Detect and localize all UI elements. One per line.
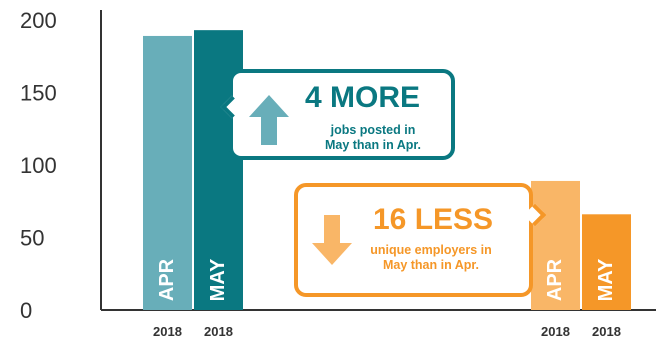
arrow-up-icon [249, 95, 289, 145]
y-tick-label: 50 [20, 226, 44, 251]
bar-month-label: MAY [595, 258, 617, 301]
x-tick-label: 2018 [592, 324, 621, 339]
x-tick-label: 2018 [541, 324, 570, 339]
bar-month-label: APR [156, 258, 178, 301]
bar [143, 35, 192, 310]
callout-line-2: May than in Apr. [382, 258, 480, 272]
y-tick-label: 200 [20, 8, 57, 33]
callout-line-1: jobs posted in [330, 123, 416, 137]
x-axis-labels: 2018 2018 2018 2018 [153, 324, 621, 339]
bars: APR MAY APR MAY [143, 30, 631, 311]
x-tick-label: 2018 [204, 324, 233, 339]
y-tick-label: 150 [20, 81, 57, 106]
bar-month-label: MAY [207, 258, 229, 301]
callout-headline: 16 LESS [373, 203, 494, 236]
y-tick-label: 0 [20, 298, 32, 323]
callout-more-jobs: 4 MORE jobs posted in May than in Apr. [220, 69, 455, 160]
x-tick-label: 2018 [153, 324, 182, 339]
y-tick-label: 100 [20, 153, 57, 178]
callout-headline: 4 MORE [305, 81, 421, 114]
bar [582, 214, 631, 310]
callout-line-2: May than in Apr. [324, 138, 422, 152]
y-axis: 0 50 100 150 200 [20, 8, 656, 323]
bar-month-label: APR [544, 258, 566, 301]
callout-less-employers: 16 LESS unique employers in May than in … [294, 183, 547, 297]
bar [531, 180, 580, 310]
callout-line-1: unique employers in [370, 243, 492, 257]
arrow-down-icon [312, 215, 352, 265]
